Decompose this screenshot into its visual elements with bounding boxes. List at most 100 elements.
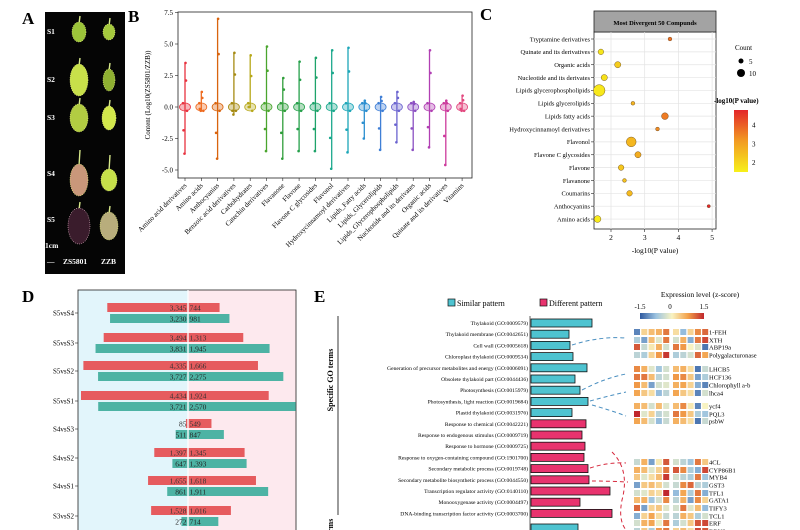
heatmap-cell: [687, 474, 694, 480]
go-term-bar: [530, 419, 587, 429]
y-axis-label: Content (Log10(ZS5801/ZZB)): [144, 50, 152, 140]
plot-frame: [593, 31, 717, 230]
gene-label: GATA1: [709, 497, 729, 504]
plot-frame: [177, 11, 473, 179]
go-term-bar-partial: [530, 523, 579, 530]
data-point: [458, 101, 462, 105]
bar-value-label: 744: [190, 304, 202, 313]
go-term-label: Secondary metabolite biosynthetic proces…: [398, 477, 528, 484]
bubble-point: [626, 190, 633, 197]
panel-label-a: A: [22, 9, 35, 28]
colorbar-tick-label: 4: [752, 122, 756, 130]
data-point: [247, 105, 250, 109]
heatmap-cell: [694, 474, 701, 480]
data-point: [266, 69, 269, 73]
y-tick-label: S4vsS3: [53, 426, 75, 434]
data-point: [362, 137, 366, 140]
heatmap-cell: [687, 352, 694, 358]
data-point: [214, 131, 218, 135]
heatmap-title: Expression level (z-score): [661, 290, 740, 299]
heatmap-cell: [694, 329, 701, 335]
heatmap-cell: [634, 513, 640, 519]
data-point: [282, 76, 285, 80]
heatmap-cell: [634, 467, 640, 473]
heatmap-cell: [694, 403, 701, 409]
panel-label-d: D: [22, 287, 34, 306]
heatmap-cell: [694, 497, 701, 503]
size-legend-dot: [737, 69, 745, 77]
data-point: [363, 99, 367, 102]
bar-value-label: 847: [190, 431, 202, 440]
heatmap-cell: [673, 497, 679, 503]
heatmap-cell: [680, 329, 687, 335]
heatmap-cell: [655, 374, 662, 380]
heatmap-cell: [702, 374, 709, 380]
heatmap-cell: [673, 474, 679, 480]
heatmap-cell: [687, 459, 694, 465]
violin: [179, 61, 191, 155]
data-point: [184, 79, 188, 82]
data-point: [249, 74, 253, 78]
heatmap-cell: [694, 352, 701, 358]
data-point: [329, 167, 333, 171]
y-tick-label: Nucleotide and its derivates: [518, 75, 591, 82]
heatmap-cell: [655, 467, 662, 473]
heatmap-cell: [641, 505, 648, 511]
bubble-point: [667, 36, 673, 42]
heatmap-cell: [648, 382, 655, 388]
bar-teal-right: [188, 344, 270, 353]
gene-label: 4CL: [709, 459, 721, 466]
y-tick-label: Amino acids: [557, 216, 591, 223]
bar-red-left: [107, 303, 188, 312]
y-tick-label: S5vsS3: [53, 340, 75, 348]
violin: [260, 45, 273, 153]
heatmap-cell: [687, 366, 694, 372]
go-term-bar: [530, 497, 581, 507]
heatmap-cell: [655, 418, 662, 424]
data-point: [299, 109, 303, 113]
bar-teal-left: [175, 430, 188, 439]
data-point: [393, 101, 397, 105]
heatmap-cell: [634, 505, 640, 511]
heatmap-cell: [702, 497, 709, 503]
heatmap-cell: [673, 329, 679, 335]
bar-value-label: 1,655: [170, 477, 187, 486]
violin-body: [276, 102, 289, 112]
heatmap-cell: [694, 459, 701, 465]
dashed-connector: [591, 404, 627, 417]
heatmap-cell: [702, 344, 709, 350]
heatmap-cell: [655, 482, 662, 488]
heatmap-cell: [680, 505, 687, 511]
violin: [325, 49, 338, 171]
bar-value-label: 85: [179, 420, 187, 429]
heatmap-cell: [641, 513, 648, 519]
data-point: [412, 100, 416, 104]
heatmap-scale-tick: 0: [668, 303, 672, 311]
y-tick-label: Flavanone: [563, 178, 590, 185]
data-point: [461, 94, 464, 97]
heatmap-cell: [687, 520, 694, 526]
go-term-label: Thylakoid (GO:0009579): [471, 320, 528, 327]
gene-label: TCL1: [709, 513, 725, 520]
heatmap-cell: [634, 528, 640, 530]
legend-label-different: Different pattern: [549, 299, 602, 308]
data-point: [283, 109, 287, 113]
y-tick-label: Flavonol: [567, 139, 590, 146]
bar-value-label: 714: [190, 518, 202, 527]
bar-teal-left: [98, 402, 188, 411]
bar-red-right: [188, 391, 269, 400]
heatmap-cell: [680, 490, 687, 496]
bubble-point: [630, 101, 636, 106]
go-term-bar: [530, 430, 583, 440]
heatmap-cell: [663, 482, 670, 488]
data-point: [444, 163, 447, 167]
heatmap-cell: [680, 411, 687, 417]
gene-label: CYP86B1: [709, 467, 736, 474]
gene-label: GST3: [709, 482, 725, 489]
heatmap-cell: [680, 403, 687, 409]
fruit-stalk: [108, 154, 111, 172]
data-point: [361, 101, 364, 105]
y-tick-label: S5vsS4: [53, 310, 75, 318]
